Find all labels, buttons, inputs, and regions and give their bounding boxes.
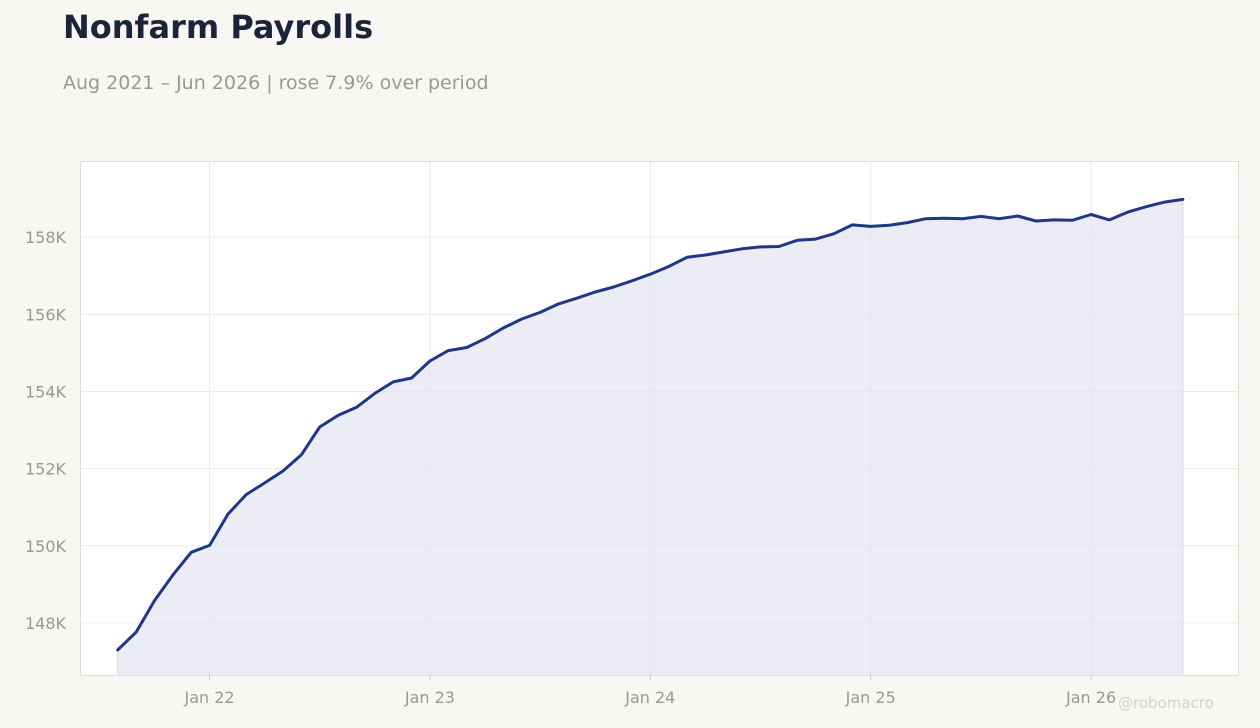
data-point [447, 349, 450, 352]
data-point [869, 225, 872, 228]
data-point [759, 245, 762, 249]
data-point [281, 469, 285, 473]
x-tick-label: Jan 26 [1065, 688, 1116, 707]
data-point [189, 551, 193, 554]
watermark: @robomacro [1118, 694, 1214, 712]
data-point [924, 217, 927, 220]
data-point [942, 217, 946, 220]
data-point [465, 346, 468, 349]
data-point [171, 573, 175, 577]
data-point [649, 273, 652, 276]
data-point [777, 245, 781, 248]
y-tick-label: 148K [25, 614, 67, 633]
series-area [117, 199, 1183, 675]
data-point [226, 512, 230, 516]
data-point [428, 359, 432, 363]
area-layer [117, 199, 1184, 675]
data-point [722, 250, 725, 254]
data-point [832, 232, 836, 235]
data-point [998, 217, 1001, 220]
x-tick-label: Jan 25 [845, 688, 896, 707]
data-point [851, 223, 854, 227]
data-point [538, 311, 542, 314]
chart-subtitle: Aug 2021 – Jun 2026 | rose 7.9% over per… [63, 72, 489, 94]
data-point [520, 317, 523, 321]
data-point [116, 648, 119, 652]
data-point [373, 392, 377, 395]
data-point [1144, 205, 1148, 208]
data-point [1181, 198, 1185, 201]
data-point [1016, 214, 1019, 218]
data-point [961, 217, 964, 220]
x-tick-label: Jan 23 [404, 688, 455, 707]
data-point [1071, 219, 1074, 222]
data-point [1108, 218, 1111, 222]
data-point [134, 630, 138, 634]
y-tick-label: 156K [25, 305, 67, 324]
data-point [557, 302, 560, 306]
data-point [263, 481, 266, 485]
y-tick-label: 154K [25, 383, 67, 402]
data-point [796, 239, 799, 242]
data-point [887, 224, 891, 227]
y-tick-label: 152K [25, 460, 67, 479]
data-point [245, 493, 248, 496]
axis-labels: 148K 150K 152K 154K 156K 158K Jan 22 Jan 23 Jan … [25, 228, 1116, 707]
data-point [1126, 210, 1130, 214]
data-point [906, 221, 909, 224]
data-point [300, 453, 303, 456]
line-layer [116, 197, 1185, 652]
data-point [355, 406, 358, 409]
x-tick-label: Jan 22 [184, 688, 235, 707]
data-point [612, 285, 615, 289]
y-tick-label: 158K [25, 228, 67, 247]
data-point [630, 279, 634, 282]
data-point [667, 265, 670, 268]
chart-title: Nonfarm Payrolls [63, 8, 374, 46]
x-tick-label: Jan 24 [624, 688, 675, 707]
data-point [153, 599, 156, 602]
data-point [1034, 219, 1038, 223]
data-point [208, 544, 211, 547]
data-point [1053, 218, 1056, 222]
data-point [704, 253, 707, 257]
data-point [979, 215, 983, 218]
data-point [1089, 213, 1093, 216]
data-point [685, 256, 689, 259]
data-point [483, 337, 487, 340]
data-point [410, 376, 413, 380]
data-point [1163, 200, 1166, 204]
data-point [814, 237, 817, 241]
data-point [318, 425, 321, 429]
data-point [594, 290, 597, 294]
y-tick-label: 150K [25, 537, 67, 556]
data-point [575, 296, 579, 300]
data-point [740, 247, 744, 250]
data-point [336, 414, 340, 417]
data-point [502, 326, 505, 330]
data-point [392, 380, 395, 384]
